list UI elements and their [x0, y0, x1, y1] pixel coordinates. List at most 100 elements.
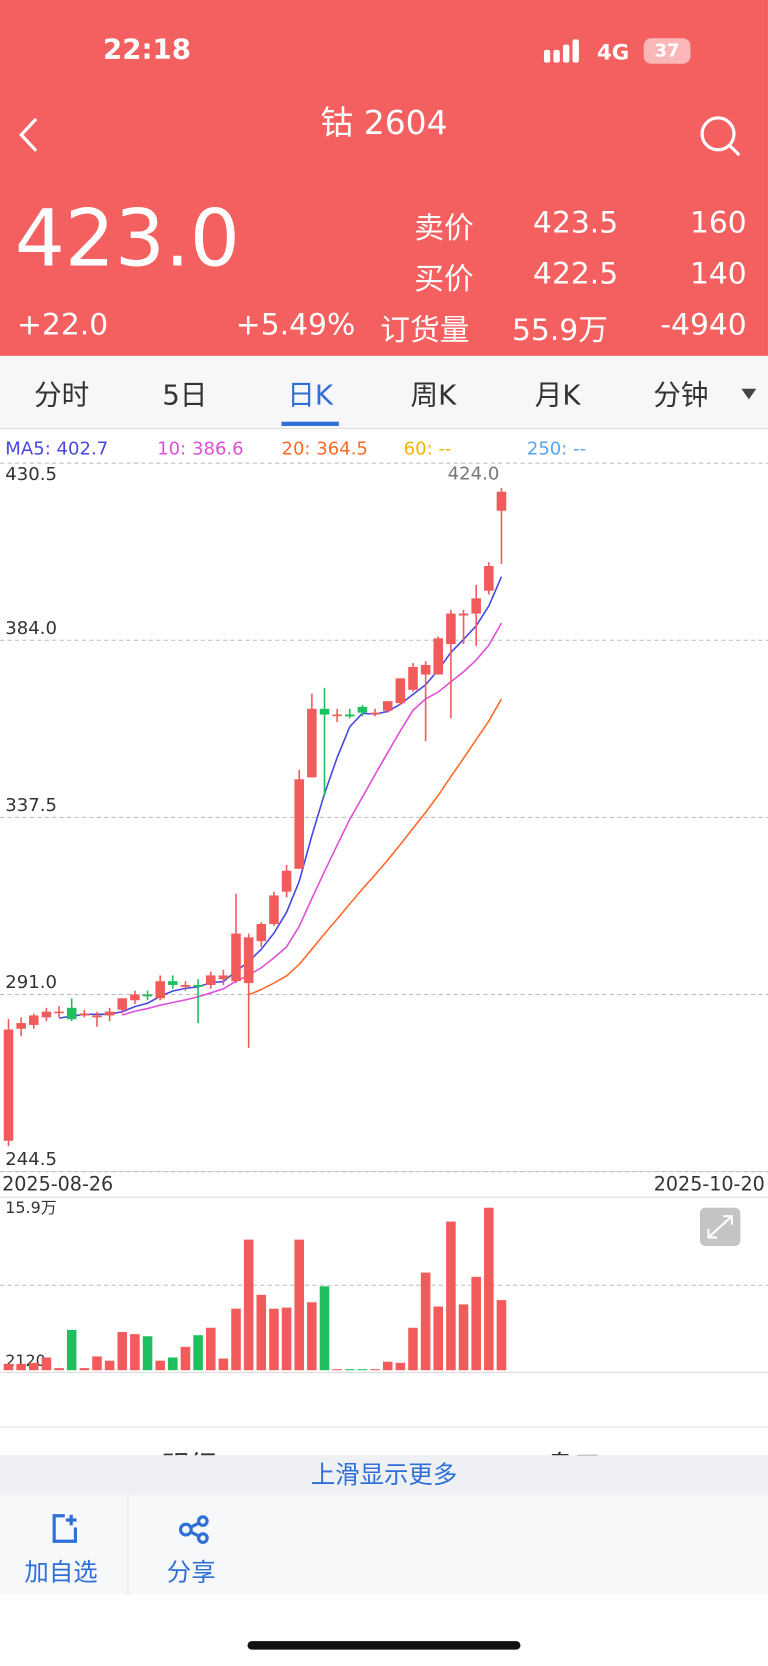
- quote-header: 22:18 4G 37 钴 2604 423.0 卖价 423.5 160 买价…: [0, 0, 768, 356]
- ma-line: [58, 576, 503, 1019]
- share[interactable]: 分享: [166, 1559, 216, 1587]
- volume-bar: [294, 1239, 305, 1371]
- y-tick-label: 291.0: [5, 972, 57, 993]
- open-interest-label: 订货量: [380, 312, 470, 348]
- legend-entry: 20: 364.5: [281, 439, 367, 460]
- volume-bar: [168, 1357, 178, 1371]
- signal-icon: [543, 39, 579, 63]
- volume-bar: [16, 1363, 26, 1371]
- detail-tab[interactable]: 盘口: [546, 1445, 601, 1456]
- candle-body: [471, 598, 481, 614]
- open-interest-change: -4940: [660, 306, 747, 343]
- toolbar: 加自选 分享: [0, 1495, 768, 1595]
- volume-bar: [281, 1307, 292, 1371]
- x-axis-label: 2025-08-26: [2, 1173, 113, 1196]
- candle-body: [16, 1023, 26, 1029]
- volume-bar: [446, 1221, 456, 1371]
- open-interest: 55.9万: [511, 312, 608, 348]
- ask-label: 卖价: [414, 210, 474, 246]
- expand-icon: [707, 1215, 733, 1239]
- candle-body: [28, 1015, 39, 1025]
- candle-body: [117, 998, 128, 1010]
- tab-active[interactable]: 日K: [287, 380, 334, 413]
- candle-body: [66, 1007, 77, 1020]
- legend-entry: 60: --: [404, 439, 452, 460]
- volume-bar: [142, 1336, 153, 1371]
- max-price-label: 424.0: [448, 463, 500, 484]
- volume-bar: [205, 1327, 216, 1371]
- candle-body: [433, 638, 444, 675]
- candle-body: [180, 984, 191, 987]
- volume-bar: [193, 1335, 203, 1371]
- candle-body: [92, 1015, 102, 1018]
- dropdown-arrow[interactable]: [740, 388, 757, 401]
- candle-body: [382, 701, 393, 711]
- candle-body: [205, 975, 216, 985]
- candle-body: [256, 924, 267, 942]
- tab[interactable]: 月K: [534, 380, 581, 413]
- ask-volume: 160: [689, 205, 747, 241]
- volume-bar: [180, 1346, 191, 1371]
- volume-bar: [408, 1327, 418, 1371]
- candle-body: [54, 1011, 64, 1014]
- more-hint[interactable]: 上滑显示更多: [0, 1455, 768, 1496]
- candle-body: [370, 712, 380, 715]
- volume-bar: [79, 1368, 90, 1371]
- divider: [127, 1495, 129, 1595]
- detail-tab[interactable]: 明细: [161, 1445, 216, 1456]
- tab[interactable]: 分钟: [653, 380, 709, 413]
- candle-body: [281, 870, 292, 892]
- x-axis-label: 2025-10-20: [654, 1173, 765, 1196]
- candle-body: [231, 933, 241, 982]
- volume-bar: [28, 1362, 39, 1371]
- volume-bar: [231, 1308, 241, 1371]
- tab[interactable]: 周K: [410, 380, 457, 413]
- tab[interactable]: 分时: [33, 380, 90, 413]
- candle-body: [319, 708, 330, 715]
- change: +22.0: [16, 306, 109, 343]
- period-tabs: 分时 5日 日K 周K 月K 分钟: [0, 356, 768, 430]
- volume-bar: [130, 1334, 140, 1371]
- y-tick-label: 244.5: [5, 1149, 57, 1170]
- page-title: 钴 2604: [320, 104, 448, 143]
- volume-bar: [155, 1360, 165, 1371]
- back-button[interactable]: [15, 115, 43, 155]
- volume-bar: [433, 1306, 444, 1371]
- candle-body: [345, 714, 355, 717]
- candle-body: [357, 706, 368, 713]
- candle-body: [142, 994, 153, 997]
- last-price: 423.0: [14, 193, 240, 285]
- kline-chart: 430.5 384.0 337.5 291.0 244.5 2025-08-26 2025-…: [0, 439, 768, 1373]
- candle-body: [458, 613, 469, 616]
- candle-body: [193, 984, 203, 987]
- volume-bar: [307, 1302, 317, 1371]
- volume-bar: [471, 1276, 481, 1371]
- volume-bar: [256, 1294, 267, 1371]
- home-indicator: [247, 1641, 521, 1650]
- candle-body: [155, 981, 165, 999]
- add-watchlist[interactable]: 加自选: [24, 1559, 98, 1587]
- candle-body: [332, 714, 342, 717]
- volume-bar: [243, 1239, 254, 1371]
- candle-body: [41, 1011, 52, 1018]
- candle-body: [3, 1029, 14, 1141]
- volume-bar: [458, 1304, 469, 1371]
- volume-bar: [269, 1308, 279, 1371]
- legend-entry: 250: --: [527, 439, 586, 460]
- tab[interactable]: 5日: [162, 380, 208, 413]
- volume-bar: [54, 1368, 64, 1371]
- y-tick-label: 430.5: [5, 464, 57, 485]
- y-tick-label: 384.0: [5, 618, 57, 639]
- candle-body: [269, 895, 279, 925]
- legend-entry: 10: 386.6: [157, 439, 243, 460]
- candle-body: [79, 1013, 90, 1016]
- volume-bar: [496, 1300, 507, 1371]
- candle-body: [446, 613, 456, 645]
- search-button[interactable]: [697, 113, 744, 160]
- candle-body: [496, 491, 507, 511]
- candle-body: [168, 981, 178, 985]
- volume-bar: [66, 1329, 77, 1371]
- volume-bar: [41, 1357, 52, 1371]
